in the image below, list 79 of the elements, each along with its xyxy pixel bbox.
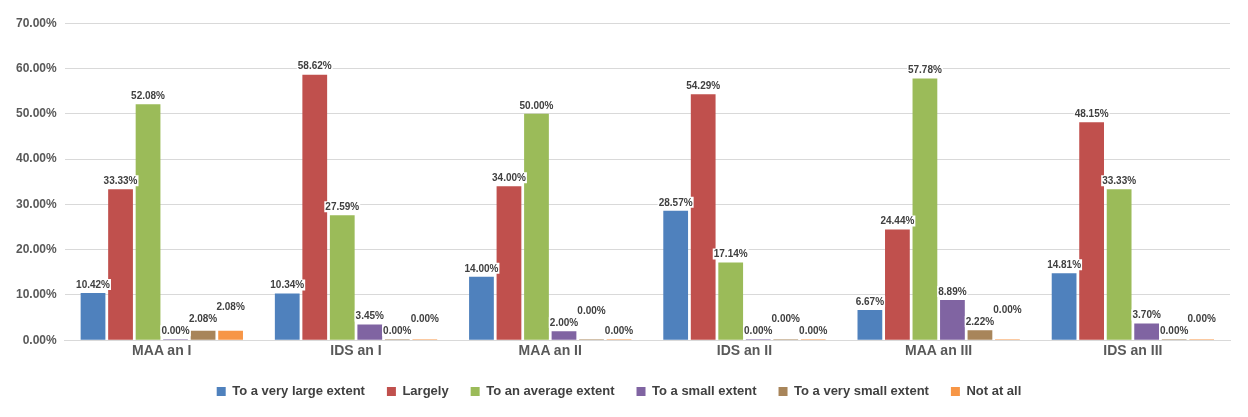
data-label: 2.22%	[965, 315, 995, 327]
data-label: 14.00%	[464, 262, 499, 274]
bar	[1051, 273, 1077, 340]
y-tick-label: 50.00%	[16, 106, 58, 121]
data-label: 0.00%	[993, 303, 1022, 315]
data-label: 54.29%	[686, 80, 721, 92]
bar	[218, 330, 243, 340]
bar	[135, 104, 161, 340]
data-label: 48.15%	[1074, 107, 1109, 119]
data-label: 34.00%	[492, 171, 527, 183]
y-tick-label: 60.00%	[16, 60, 58, 75]
y-tick-label: 70.00%	[16, 15, 58, 30]
x-tick-label: IDS an III	[1103, 342, 1163, 359]
x-tick-label: MAA an II	[518, 342, 582, 359]
y-tick-label: 20.00%	[16, 241, 58, 256]
data-label: 33.33%	[1102, 175, 1137, 187]
data-label: 0.00%	[744, 324, 773, 336]
data-label: 14.81%	[1047, 258, 1082, 270]
data-label: 2.00%	[549, 316, 579, 328]
data-label: 8.89%	[938, 285, 967, 297]
data-label: 27.59%	[325, 201, 360, 213]
data-label: 0.00%	[161, 324, 190, 336]
bar	[718, 262, 744, 340]
data-label: 17.14%	[713, 248, 748, 260]
legend-label: To a small extent	[652, 383, 758, 399]
data-label: 0.00%	[383, 324, 412, 336]
data-label: 2.08%	[188, 312, 218, 324]
data-label: 2.08%	[216, 300, 245, 312]
x-tick-label: IDS an II	[716, 342, 773, 359]
bar	[1106, 189, 1132, 340]
bar	[940, 299, 965, 340]
bar	[857, 309, 883, 340]
bar	[80, 293, 106, 340]
bar	[108, 189, 133, 340]
bar	[967, 330, 993, 340]
data-label: 0.00%	[771, 312, 801, 324]
data-label: 58.62%	[297, 60, 332, 72]
x-tick-label: IDS an I	[330, 342, 382, 359]
data-label: 3.70%	[1132, 309, 1161, 321]
data-label: 0.00%	[410, 312, 440, 324]
data-label: 6.67%	[855, 295, 885, 307]
data-label: 0.00%	[604, 324, 634, 336]
bar	[1134, 323, 1160, 340]
data-label: 10.34%	[270, 279, 305, 291]
data-label: 50.00%	[519, 99, 554, 111]
y-tick-label: 0.00%	[22, 332, 58, 347]
legend-label: Largely	[402, 383, 450, 399]
x-tick-label: MAA an III	[905, 342, 973, 359]
bar	[496, 186, 522, 340]
bar	[469, 276, 494, 340]
y-tick-label: 40.00%	[16, 151, 58, 166]
data-label: 52.08%	[131, 90, 166, 102]
bar	[329, 215, 355, 340]
data-label: 0.00%	[577, 304, 606, 316]
bar	[551, 331, 577, 340]
legend-label: To a very large extent	[232, 383, 366, 399]
data-label: 57.78%	[907, 64, 942, 76]
data-label: 0.00%	[799, 324, 828, 336]
legend-label: To an average extent	[486, 383, 616, 399]
bar	[885, 229, 910, 340]
bar	[524, 113, 549, 340]
legend-label: Not at all	[966, 383, 1022, 399]
data-label: 33.33%	[103, 175, 138, 187]
data-label: 0.00%	[1187, 312, 1216, 324]
y-tick-label: 30.00%	[16, 196, 58, 211]
data-label: 28.57%	[658, 196, 693, 208]
data-label: 3.45%	[355, 310, 385, 322]
bar	[912, 78, 938, 340]
bar	[1079, 122, 1104, 340]
y-tick-label: 10.00%	[16, 287, 58, 302]
bar	[274, 293, 300, 340]
x-tick-label: MAA an I	[132, 342, 192, 359]
bar	[663, 210, 689, 340]
legend-label: To a very small extent	[794, 383, 930, 399]
data-label: 24.44%	[880, 215, 915, 227]
data-label: 0.00%	[1159, 324, 1189, 336]
bar	[357, 324, 383, 340]
data-label: 10.42%	[76, 278, 111, 290]
bar	[190, 330, 216, 340]
